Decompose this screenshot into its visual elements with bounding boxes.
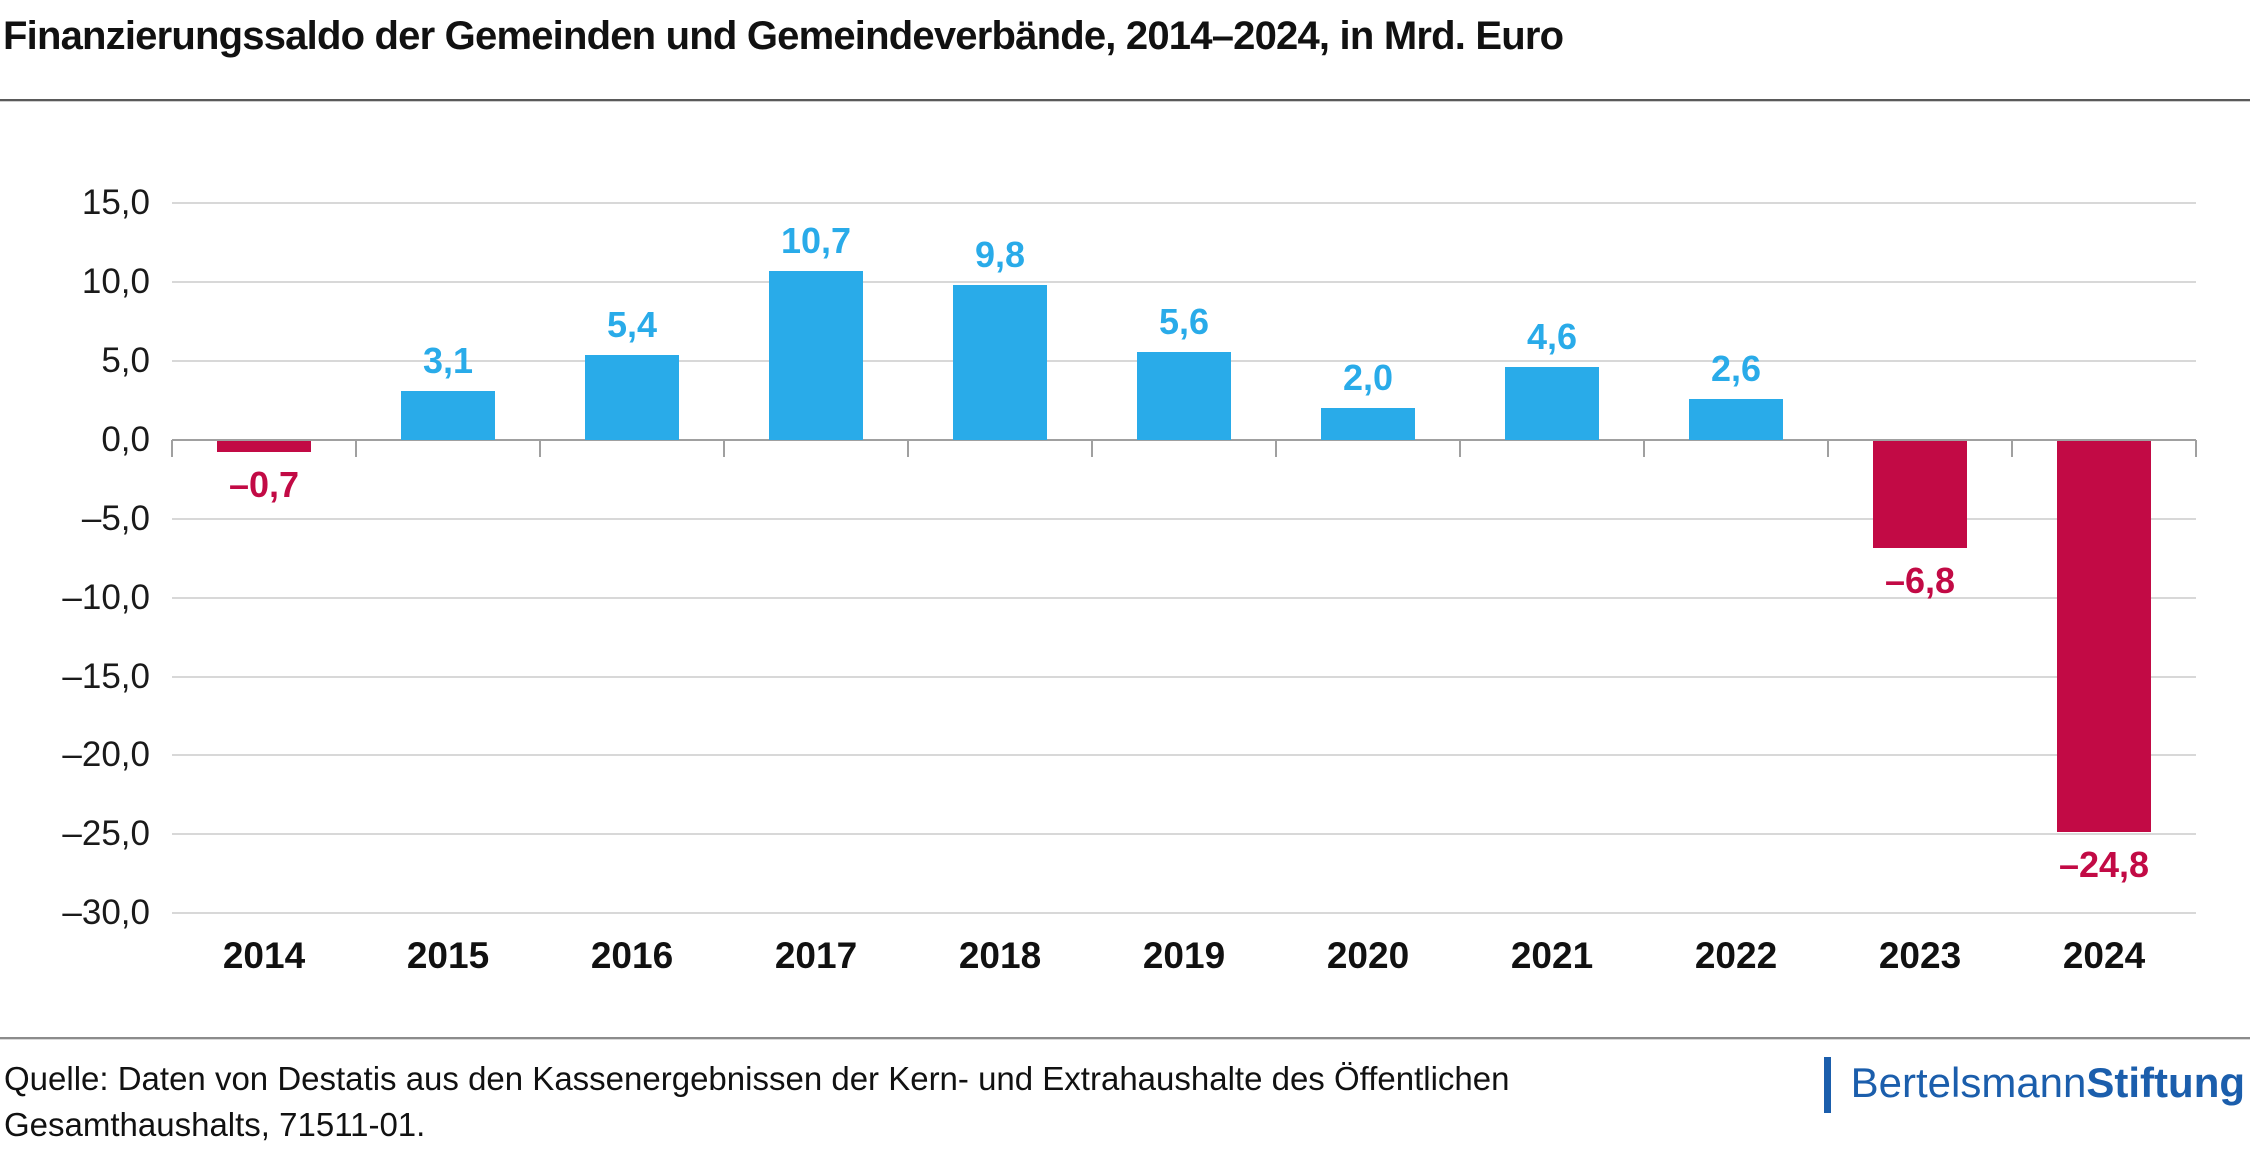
gridline-300 — [172, 912, 2196, 915]
value-label-2022: 2,6 — [1710, 347, 1762, 389]
bar-2016 — [585, 354, 679, 440]
gridline-100 — [172, 281, 2196, 284]
plot-area: 15,0 10,0 5,0 0,0 –5,0 –10,0 –15,0 –20,0 –25,0 –3… — [62, 183, 2197, 976]
x-axis-label-2023: 2023 — [1878, 935, 1962, 976]
x-axis-tick — [2011, 440, 2013, 457]
y-axis-label: –25,0 — [62, 814, 150, 854]
title-divider-rule — [0, 99, 2250, 102]
value-label-2023: –6,8 — [1884, 560, 1956, 602]
x-axis-label-2014: 2014 — [222, 935, 306, 976]
bar-2014 — [217, 441, 311, 453]
bar-2020 — [1321, 408, 1415, 440]
x-axis-tick — [2195, 440, 2197, 457]
x-axis-label-2022: 2022 — [1694, 935, 1778, 976]
gridline-100 — [172, 596, 2196, 599]
bar-2022 — [1689, 398, 1783, 440]
x-axis-label-2020: 2020 — [1326, 935, 1410, 976]
x-axis-tick — [723, 440, 725, 457]
x-axis-tick — [1459, 440, 1461, 457]
x-axis-tick — [355, 440, 357, 457]
value-label-2018: 9,8 — [974, 234, 1026, 276]
y-axis-label: 10,0 — [81, 262, 150, 302]
source-line-2: Gesamthaushalts, 71511-01. — [4, 1106, 426, 1143]
bertelsmann-stiftung-logo: BertelsmannStiftung — [1823, 1055, 2245, 1113]
y-axis-label: 0,0 — [101, 420, 150, 459]
value-label-2016: 5,4 — [606, 303, 658, 345]
gridline-150 — [172, 675, 2196, 678]
y-axis-label: 15,0 — [81, 183, 150, 223]
x-axis-tick — [907, 440, 909, 457]
x-axis-label-2016: 2016 — [590, 935, 674, 976]
x-axis-tick — [1643, 440, 1645, 457]
bar-2019 — [1137, 351, 1231, 440]
chart-title: Finanzierungssaldo der Gemeinden und Gem… — [3, 14, 1564, 58]
x-axis-label-2015: 2015 — [406, 935, 490, 976]
bar-2021 — [1505, 367, 1599, 440]
footer-divider-rule — [0, 1037, 2250, 1040]
bar-2017 — [769, 271, 863, 440]
logo-wordmark: BertelsmannStiftung — [1851, 1055, 2245, 1111]
x-axis-tick — [1827, 440, 1829, 457]
value-label-2015: 3,1 — [422, 340, 474, 382]
value-label-2021: 4,6 — [1526, 316, 1578, 358]
x-axis-tick — [539, 440, 541, 457]
x-axis-tick — [1091, 440, 1093, 457]
y-axis-label: –30,0 — [62, 893, 150, 933]
bar-2015 — [401, 391, 495, 440]
bar-2018 — [953, 285, 1047, 440]
logo-name-regular: Bertelsmann — [1850, 1059, 2087, 1106]
x-axis-label-2021: 2021 — [1510, 935, 1594, 976]
y-axis-label: –10,0 — [62, 577, 150, 617]
y-axis-label: –5,0 — [81, 498, 150, 538]
x-axis-label-2019: 2019 — [1142, 935, 1226, 976]
value-label-2014: –0,7 — [228, 464, 300, 506]
value-label-2024: –24,8 — [2058, 844, 2150, 886]
bar-2024 — [2057, 441, 2151, 833]
value-label-2020: 2,0 — [1342, 357, 1394, 399]
bar-2023 — [1873, 441, 1967, 549]
gridline-150 — [172, 202, 2196, 205]
zero-axis-line — [172, 439, 2196, 441]
logo-divider-bar-icon — [1823, 1057, 1831, 1113]
x-axis-label-2018: 2018 — [958, 935, 1042, 976]
x-axis-label-2024: 2024 — [2062, 935, 2146, 976]
y-axis-label: –15,0 — [62, 656, 150, 696]
gridline-50 — [172, 517, 2196, 520]
gridline-200 — [172, 754, 2196, 757]
y-axis-label: –20,0 — [62, 735, 150, 775]
x-axis-tick — [1275, 440, 1277, 457]
value-label-2017: 10,7 — [780, 220, 852, 262]
x-axis-label-2017: 2017 — [774, 935, 858, 976]
source-note: Quelle: Daten von Destatis aus den Kasse… — [4, 1056, 1509, 1148]
gridline-250 — [172, 833, 2196, 836]
source-line-1: Quelle: Daten von Destatis aus den Kasse… — [4, 1060, 1510, 1097]
value-label-2019: 5,6 — [1158, 300, 1210, 342]
logo-name-bold: Stiftung — [2086, 1059, 2245, 1106]
x-axis-tick — [171, 440, 173, 457]
y-axis-label: 5,0 — [101, 341, 150, 381]
